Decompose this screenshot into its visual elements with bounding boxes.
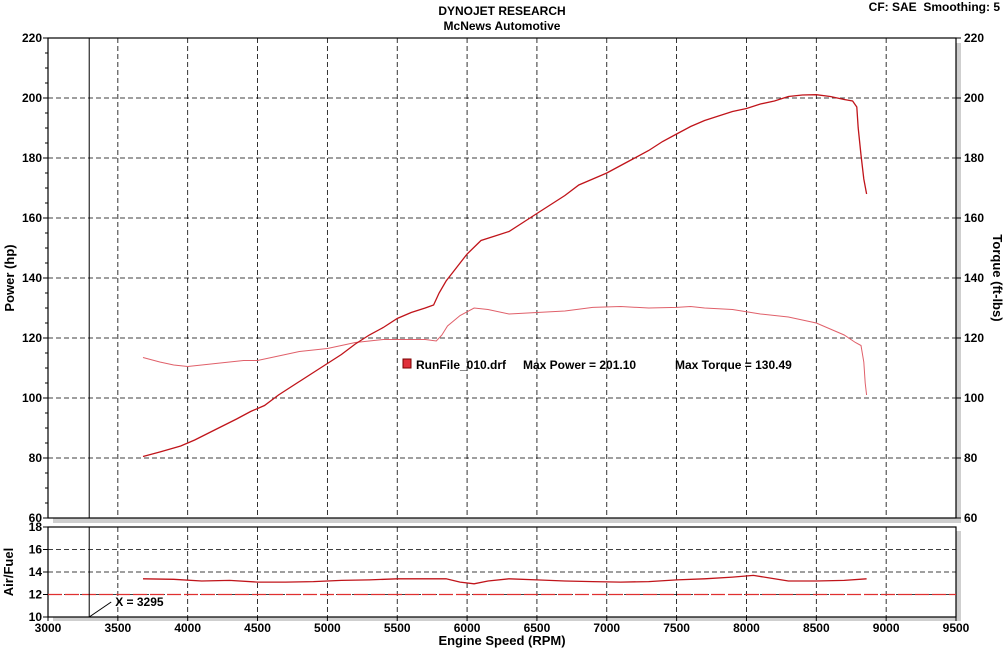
torque-curve [142, 305, 868, 396]
afr-tick-label: 14 [29, 565, 43, 579]
legend-run-name: RunFile_010.drf [416, 358, 507, 372]
torque-tick-label: 160 [964, 211, 984, 225]
power-tick-label: 160 [22, 211, 42, 225]
x-tick-label: 5000 [314, 621, 341, 635]
power-tick-label: 120 [22, 331, 42, 345]
chart-title: DYNOJET RESEARCH [438, 4, 565, 18]
afr-axis-label: Air/Fuel [1, 548, 16, 596]
power-axis-label: Power (hp) [2, 244, 17, 311]
x-tick-label: 9500 [943, 621, 970, 635]
power-grid [48, 38, 956, 518]
power-tick-label: 200 [22, 91, 42, 105]
x-tick-label: 4000 [174, 621, 201, 635]
power-tick-label: 80 [29, 451, 43, 465]
air-fuel-panel: 10 12 14 16 18 Air/Fuel [1, 520, 961, 624]
x-tick-label: 3500 [104, 621, 131, 635]
x-tick-label: 7000 [593, 621, 620, 635]
power-tick-label: 220 [22, 31, 42, 45]
chart-subtitle: McNews Automotive [444, 19, 561, 33]
cursor-readout: X = 3295 [115, 595, 164, 609]
torque-tick-label: 120 [964, 331, 984, 345]
x-tick-label: 8000 [733, 621, 760, 635]
x-tick-label: 6000 [454, 621, 481, 635]
power-tick-label: 140 [22, 271, 42, 285]
torque-axis-ticks: 60 80 100 120 140 160 180 200 220 [956, 31, 984, 525]
power-tick-label: 100 [22, 391, 42, 405]
torque-tick-label: 80 [964, 451, 978, 465]
x-tick-label: 4500 [244, 621, 271, 635]
torque-tick-label: 200 [964, 91, 984, 105]
torque-tick-label: 220 [964, 31, 984, 45]
x-tick-label: 7500 [663, 621, 690, 635]
torque-tick-label: 100 [964, 391, 984, 405]
x-tick-label: 3000 [35, 621, 62, 635]
torque-tick-label: 140 [964, 271, 984, 285]
legend: RunFile_010.drf Max Power = 201.10 Max T… [402, 358, 792, 372]
x-tick-label: 9000 [873, 621, 900, 635]
cursor-leader [88, 601, 112, 618]
legend-max-power: Max Power = 201.10 [523, 358, 636, 372]
torque-tick-label: 180 [964, 151, 984, 165]
x-tick-label: 5500 [384, 621, 411, 635]
rpm-axis-ticks: 3000 3500 4000 4500 5000 5500 6000 6500 7000 7500… [35, 617, 970, 635]
power-tick-label: 180 [22, 151, 42, 165]
x-tick-label: 6500 [524, 621, 551, 635]
afr-axis-ticks: 10 12 14 16 18 [29, 520, 48, 624]
afr-tick-label: 16 [29, 543, 43, 557]
torque-axis-label: Torque (ft-lbs) [990, 234, 1005, 321]
rpm-cursor[interactable]: X = 3295 [88, 38, 164, 618]
power-torque-panel: 60 80 100 120 140 160 180 200 220 60 80 100 120 140 1… [2, 31, 1005, 525]
afr-tick-label: 10 [29, 610, 43, 624]
x-tick-label: 8500 [803, 621, 830, 635]
rpm-axis-label: Engine Speed (RPM) [438, 633, 565, 648]
afr-tick-label: 18 [29, 520, 43, 534]
power-tick-label: 60 [29, 511, 43, 525]
power-axis-ticks: 60 80 100 120 140 160 180 200 220 [22, 31, 48, 525]
legend-max-torque: Max Torque = 130.49 [675, 358, 792, 372]
torque-tick-label: 60 [964, 511, 978, 525]
power-curve [142, 94, 868, 458]
afr-tick-label: 12 [29, 588, 43, 602]
afr-curve [142, 574, 867, 585]
legend-swatch [402, 358, 412, 369]
settings-readout: CF: SAE Smoothing: 5 [869, 0, 1001, 14]
